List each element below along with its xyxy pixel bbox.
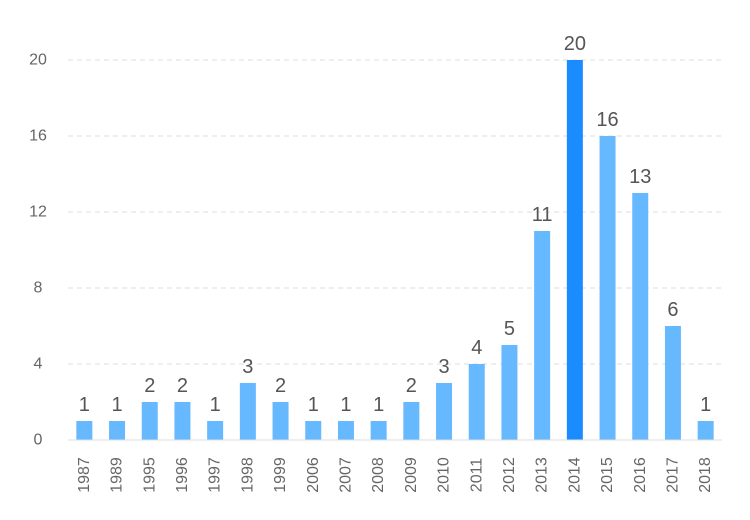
bar-2013[interactable] <box>534 231 551 440</box>
data-label-2016: 13 <box>629 166 651 188</box>
bar-2017[interactable] <box>664 326 681 440</box>
data-label-2018: 1 <box>700 394 711 416</box>
data-label-2006: 1 <box>308 394 319 416</box>
bar-2015[interactable] <box>599 136 616 440</box>
bar-2014[interactable] <box>566 60 583 440</box>
bar-2011[interactable] <box>468 364 485 440</box>
bar-2006[interactable] <box>305 421 322 440</box>
data-label-1996: 2 <box>177 375 188 397</box>
data-label-2011: 4 <box>471 337 482 359</box>
bar-1996[interactable] <box>174 402 191 440</box>
bar-1995[interactable] <box>141 402 158 440</box>
bar-2009[interactable] <box>403 402 420 440</box>
bars-layer <box>76 60 714 440</box>
x-tick-label-1996: 1996 <box>174 457 191 493</box>
data-label-1997: 1 <box>210 394 221 416</box>
x-tick-label-1995: 1995 <box>141 457 158 493</box>
data-label-1998: 3 <box>242 356 253 378</box>
data-label-1987: 1 <box>79 394 90 416</box>
bar-1997[interactable] <box>207 421 224 440</box>
x-axis: 1987 1989 1995 1996 1997 1998 1999 2006 2007 2008… <box>68 439 722 493</box>
bar-1987[interactable] <box>76 421 93 440</box>
bar-2007[interactable] <box>337 421 354 440</box>
y-tick-label: 4 <box>34 356 43 373</box>
x-tick-label-1999: 1999 <box>272 457 289 493</box>
x-tick-label-2008: 2008 <box>370 457 387 493</box>
bar-1998[interactable] <box>239 383 256 440</box>
x-tick-label-2018: 2018 <box>697 457 714 493</box>
x-tick-label-2013: 2013 <box>534 457 551 493</box>
bar-2010[interactable] <box>436 383 453 440</box>
x-tick-label-2010: 2010 <box>436 457 453 493</box>
x-tick-label-1998: 1998 <box>239 457 256 493</box>
data-label-2009: 2 <box>406 375 417 397</box>
x-tick-label-2006: 2006 <box>305 457 322 493</box>
y-tick-label: 0 <box>34 432 43 449</box>
x-tick-label-2015: 2015 <box>599 457 616 493</box>
x-tick-label-1987: 1987 <box>76 457 93 493</box>
x-tick-label-2011: 2011 <box>468 458 485 493</box>
bar-1999[interactable] <box>272 402 289 440</box>
x-tick-label-2012: 2012 <box>501 457 518 493</box>
data-label-1995: 2 <box>144 375 155 397</box>
bar-2008[interactable] <box>370 421 387 440</box>
data-label-1989: 1 <box>111 394 122 416</box>
grid-layer <box>68 59 722 365</box>
y-tick-label: 20 <box>29 52 47 69</box>
bar-2016[interactable] <box>632 193 649 440</box>
data-label-2010: 3 <box>438 356 449 378</box>
x-tick-label-2017: 2017 <box>664 457 681 493</box>
x-tick-label-2016: 2016 <box>632 457 649 493</box>
y-axis: 0 4 8 12 16 20 <box>29 52 47 449</box>
y-tick-label: 8 <box>34 280 43 297</box>
x-tick-label-2014: 2014 <box>566 457 583 493</box>
data-label-2008: 1 <box>373 394 384 416</box>
bar-2012[interactable] <box>501 345 518 440</box>
x-tick-label-2007: 2007 <box>337 457 354 493</box>
data-label-1999: 2 <box>275 375 286 397</box>
x-tick-label-1997: 1997 <box>207 457 224 493</box>
bar-2018[interactable] <box>697 421 714 440</box>
data-label-2014: 20 <box>564 33 586 55</box>
data-label-2015: 16 <box>596 109 618 131</box>
data-label-2013: 11 <box>532 204 553 226</box>
x-tick-label-2009: 2009 <box>403 457 420 493</box>
y-tick-label: 12 <box>29 204 47 221</box>
data-label-2012: 5 <box>504 318 515 340</box>
data-label-2017: 6 <box>667 299 678 321</box>
y-tick-label: 16 <box>29 128 47 145</box>
bar-1989[interactable] <box>109 421 126 440</box>
data-label-2007: 1 <box>340 394 351 416</box>
x-tick-label-1989: 1989 <box>109 457 126 493</box>
